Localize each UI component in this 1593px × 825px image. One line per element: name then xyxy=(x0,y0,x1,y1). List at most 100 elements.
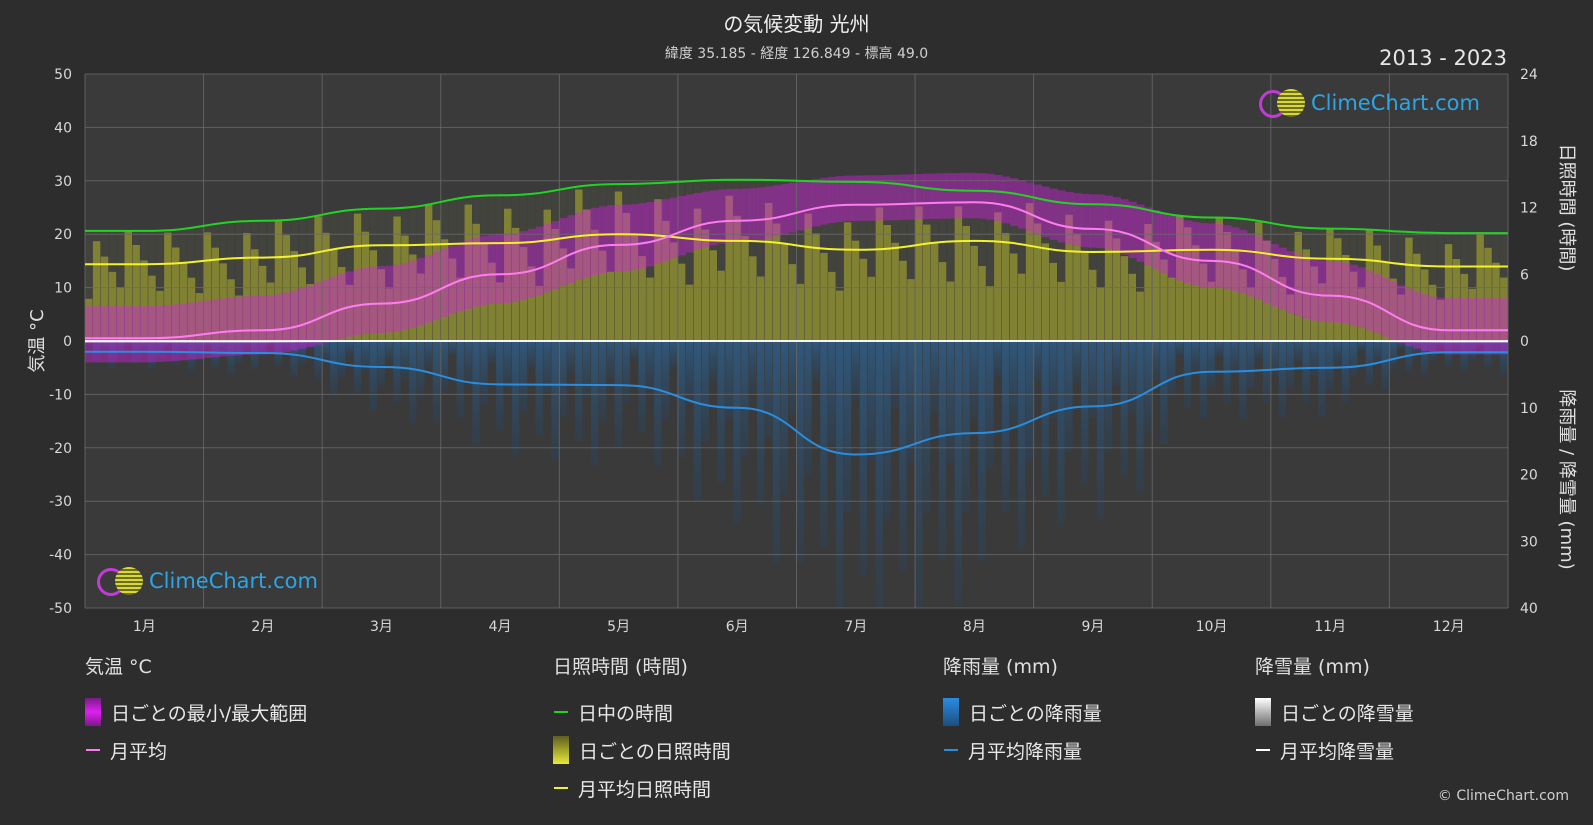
temp-range-bar xyxy=(322,279,331,343)
temp-range-bar xyxy=(796,181,805,231)
temp-range-bar xyxy=(970,172,979,219)
daylight-bar xyxy=(946,189,955,341)
temp-range-bar xyxy=(1049,188,1058,240)
daily-rain-bar xyxy=(527,341,535,369)
daily-sun-bar xyxy=(124,230,132,341)
daily-sun-bar xyxy=(409,254,417,341)
temp-range-bar xyxy=(1239,230,1248,294)
daily-rain-bar xyxy=(630,341,638,360)
temp-range-bar xyxy=(812,178,821,227)
axis-title-rain: 降雨量 / 降雪量 (mm) xyxy=(1556,389,1577,569)
legend-item-temp-avg: 月平均 xyxy=(85,731,307,769)
daily-sun-bar xyxy=(741,236,749,341)
temp-range-bar xyxy=(583,210,592,278)
axis-title-sun: 日照時間 (時間) xyxy=(1556,144,1577,272)
daily-sun-bar xyxy=(1397,294,1405,341)
temp-range-bar xyxy=(504,233,513,304)
temp-range-bar xyxy=(282,292,291,353)
daily-sun-bar xyxy=(480,243,488,341)
legend-rain: 降雨量 (mm) 日ごとの降雨量 月平均降雨量 xyxy=(943,652,1102,769)
temp-range-bar xyxy=(385,265,394,333)
temp-range-bar xyxy=(946,173,955,219)
daily-sun-bar xyxy=(1223,232,1231,341)
temp-range-bar xyxy=(496,234,505,304)
daily-sun-bar xyxy=(1476,233,1484,341)
temp-range-bar xyxy=(891,174,900,221)
daily-sun-bar xyxy=(843,222,852,341)
daily-sun-bar xyxy=(891,242,899,341)
daily-sun-bar xyxy=(1065,214,1073,341)
daily-rain-bar xyxy=(1342,341,1350,404)
daily-sun-bar xyxy=(1365,229,1374,341)
daily-rain-bar xyxy=(1500,341,1508,374)
daily-rain-bar xyxy=(116,341,124,358)
daily-sun-bar xyxy=(591,229,599,341)
temp-range-bar xyxy=(353,269,362,336)
daily-sun-bar xyxy=(638,256,646,341)
legend-item-avg-sun: 月平均日照時間 xyxy=(553,769,731,807)
daily-sun-bar xyxy=(764,203,773,341)
daily-sun-bar xyxy=(164,232,172,341)
temp-range-bar xyxy=(1168,215,1177,278)
daily-rain-bar xyxy=(1294,341,1302,362)
temp-range-bar xyxy=(994,175,1003,222)
daily-rain-bar xyxy=(772,341,781,566)
daylight-bar xyxy=(1207,217,1216,341)
temp-range-bar xyxy=(519,231,528,301)
temp-range-bar xyxy=(100,306,109,363)
daily-rain-bar xyxy=(361,341,369,371)
temp-range-bar xyxy=(1436,297,1446,354)
daily-rain-bar xyxy=(1033,341,1041,381)
legend-item-avg-rain: 月平均降雨量 xyxy=(943,731,1102,769)
temp-range-bar xyxy=(851,175,860,221)
daily-rain-bar xyxy=(883,341,891,519)
daily-sun-bar xyxy=(187,277,196,341)
daylight-bar xyxy=(116,230,125,341)
temp-range-bar xyxy=(986,173,995,220)
daylight-bar xyxy=(1357,229,1366,341)
daylight-bar xyxy=(757,179,765,341)
daylight-bar xyxy=(567,188,575,341)
temp-range-bar xyxy=(670,197,679,259)
temp-range-bar xyxy=(717,189,726,244)
temp-range-bar xyxy=(172,304,181,361)
daily-sun-bar xyxy=(1041,243,1050,341)
daily-sun-bar xyxy=(970,245,978,341)
daily-sun-bar xyxy=(733,215,741,341)
temp-range-bar xyxy=(243,296,252,355)
daily-rain-bar xyxy=(1262,341,1271,404)
temp-range-bar xyxy=(1262,240,1272,304)
climechart-logo-top[interactable]: ClimeChart.com xyxy=(1257,88,1480,118)
temp-range-bar xyxy=(567,215,576,283)
legend-label: 日ごとの最小/最大範囲 xyxy=(111,702,308,725)
daily-sun-bar xyxy=(1310,266,1318,341)
daylight-bar xyxy=(907,185,915,341)
legend-item-daily-snow: 日ごとの降雪量 xyxy=(1255,693,1414,731)
daily-rain-bar xyxy=(1247,341,1255,390)
daily-sun-bar xyxy=(693,208,702,341)
daily-sun-bar xyxy=(1239,269,1247,341)
daily-sun-bar xyxy=(796,283,804,341)
daily-rain-bar xyxy=(1120,341,1128,477)
daily-rain-bar xyxy=(1144,341,1152,433)
daily-rain-bar xyxy=(1002,341,1010,512)
temp-range-bar xyxy=(1096,194,1106,248)
temp-range-bar xyxy=(749,188,758,242)
temp-range-bar xyxy=(654,200,663,264)
daily-rain-bar xyxy=(1444,341,1453,366)
temp-range-bar xyxy=(1452,298,1461,355)
daily-rain-bar xyxy=(535,341,543,436)
daily-sun-bar xyxy=(749,256,757,341)
climechart-logo-bottom[interactable]: ClimeChart.com xyxy=(95,566,318,596)
logo-text: ClimeChart.com xyxy=(149,569,318,593)
daily-sun-bar xyxy=(1373,245,1382,341)
daily-rain-bar xyxy=(1357,341,1366,351)
daily-rain-bar xyxy=(1104,341,1113,452)
daily-rain-bar xyxy=(432,341,441,423)
temp-range-bar xyxy=(464,239,473,309)
daily-rain-bar xyxy=(448,341,456,356)
temp-range-bar xyxy=(1349,264,1359,326)
daily-rain-bar xyxy=(749,341,757,392)
daily-sun-bar xyxy=(543,209,551,341)
daylight-bar xyxy=(677,181,686,341)
